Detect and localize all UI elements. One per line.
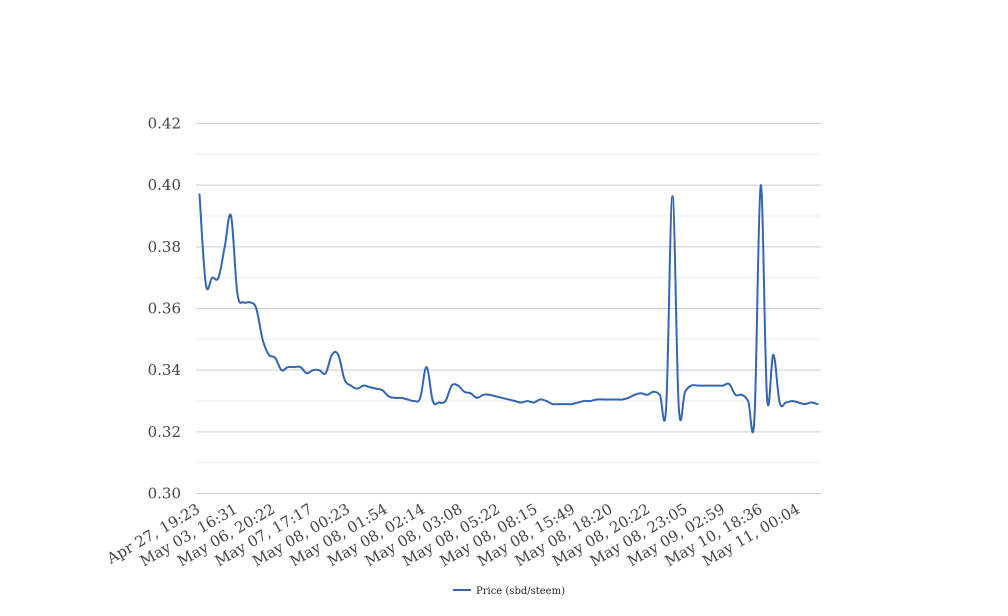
series-lines — [198, 184, 819, 434]
y-tick-label: 0.40 — [148, 176, 181, 194]
y-tick-label: 0.34 — [148, 361, 181, 379]
y-tick-label: 0.32 — [148, 423, 181, 441]
y-tick-label: 0.42 — [148, 115, 181, 133]
series-line-0 — [198, 184, 819, 434]
y-tick-label: 0.36 — [148, 300, 181, 318]
y-tick-label: 0.38 — [148, 238, 181, 256]
legend[interactable]: Price (sbd/steem) — [453, 586, 565, 597]
legend-label-price: Price (sbd/steem) — [476, 586, 565, 597]
y-axis-tick-labels: 0.30 0.32 0.34 0.36 0.38 0.40 0.42 — [148, 115, 181, 503]
y-tick-label: 0.30 — [148, 485, 181, 503]
grid-lines — [196, 123, 821, 494]
